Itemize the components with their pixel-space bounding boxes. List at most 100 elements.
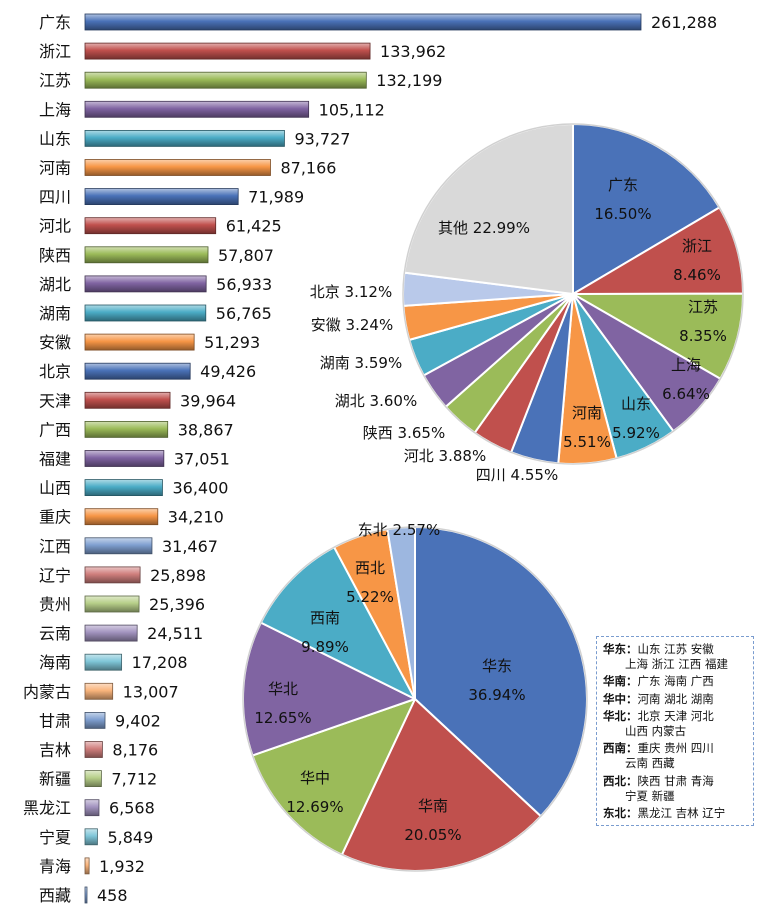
category-label: 河南 (39, 159, 71, 178)
pie-slice (414, 526, 588, 818)
legend-provinces: 山西 内蒙古 (625, 724, 687, 739)
slice-label: 西北 (355, 559, 385, 577)
category-label: 河北 (39, 217, 71, 236)
value-label: 34,210 (168, 508, 224, 527)
pie-slice (403, 123, 574, 295)
value-label: 7,712 (111, 770, 157, 789)
region-pie-chart: 华东 36.94% 华南 20.05% 华中 12.69% 华北 12.65% 西南 9.89% 西… (242, 521, 588, 872)
legend-provinces: 河南 湖北 湖南 (637, 691, 714, 706)
bar (84, 420, 169, 438)
slice-value-label: 16.50% (594, 205, 651, 223)
category-label: 新疆 (39, 770, 71, 789)
value-label: 49,426 (200, 362, 256, 381)
bar (84, 362, 191, 380)
bar (84, 682, 114, 700)
bar (84, 741, 103, 758)
region-legend: 华东：山东 江苏 安徽 上海 浙江 江西 福建 华南：广东 海南 广西 华中：河南 湖… (596, 636, 754, 826)
category-label: 广西 (39, 420, 71, 439)
legend-region: 华中： (603, 691, 638, 706)
category-label: 广东 (39, 13, 71, 32)
bar (84, 129, 285, 147)
bar (84, 595, 140, 613)
slice-label: 山东 (621, 395, 651, 413)
legend-entry: 东北：黑龙江 吉林 辽宁 (603, 806, 749, 821)
pie-rim (242, 526, 588, 872)
value-label: 39,964 (180, 391, 236, 410)
value-label: 87,166 (280, 159, 336, 178)
bar (84, 799, 100, 817)
bar (84, 886, 88, 904)
bar (84, 508, 159, 526)
value-label: 8,176 (112, 741, 158, 760)
province-pie-chart: 广东 16.50% 浙江 8.46% 江苏 8.35% 上海 6.64% 山东 5.92% 河南 5.… (310, 123, 745, 484)
value-label: 61,425 (226, 217, 282, 236)
bar (84, 333, 195, 351)
bar (84, 217, 217, 235)
value-label: 17,208 (132, 653, 188, 672)
bar (84, 828, 98, 846)
legend-region: 东北： (603, 806, 638, 821)
bar (84, 71, 367, 89)
legend-entry: 华东：山东 江苏 安徽 上海 浙江 江西 福建 (603, 642, 749, 672)
bar (84, 275, 207, 293)
category-label: 辽宁 (39, 566, 71, 585)
value-label: 36,400 (172, 479, 228, 498)
legend-entry: 西南：重庆 贵州 四川 云南 西藏 (603, 741, 749, 771)
category-label: 安徽 (39, 333, 71, 352)
value-label: 105,112 (319, 100, 385, 119)
legend-provinces: 宁夏 新疆 (625, 788, 675, 803)
slice-label: 湖南 3.59% (320, 354, 402, 372)
legend-entry: 华北：北京 天津 河北 山西 内蒙古 (603, 709, 749, 739)
slice-value-label: 8.46% (673, 266, 721, 284)
value-label: 93,727 (294, 129, 350, 148)
category-label: 宁夏 (39, 828, 71, 847)
bar (84, 857, 90, 875)
slice-label: 陕西 3.65% (363, 424, 445, 442)
legend-provinces: 广东 海南 广西 (637, 674, 714, 689)
slice-value-label: 9.89% (301, 638, 349, 656)
category-label: 陕西 (39, 246, 71, 265)
category-label: 湖南 (39, 304, 71, 323)
slice-label: 北京 3.12% (310, 283, 392, 301)
slice-label: 华北 (268, 680, 298, 698)
legend-provinces: 陕西 甘肃 青海 (637, 773, 714, 788)
bar (84, 712, 106, 729)
legend-region: 华东： (603, 642, 638, 656)
category-label: 内蒙古 (23, 682, 71, 701)
value-label: 31,467 (162, 537, 218, 556)
slice-value-label: 8.35% (679, 327, 727, 345)
slice-label: 安徽 3.24% (311, 316, 393, 334)
slice-value-label: 6.64% (662, 385, 710, 403)
value-label: 5,849 (107, 828, 153, 847)
category-label: 重庆 (39, 508, 71, 527)
pie-slice (340, 698, 542, 872)
value-label: 13,007 (123, 682, 179, 701)
legend-entry: 西北：陕西 甘肃 青海 宁夏 新疆 (603, 774, 749, 804)
value-label: 56,765 (216, 304, 272, 323)
legend-provinces: 北京 天津 河北 (637, 708, 714, 723)
value-label: 25,396 (149, 595, 205, 614)
slice-label: 河南 (572, 404, 602, 422)
legend-provinces: 上海 浙江 江西 福建 (625, 657, 728, 672)
pie-rim (402, 123, 744, 465)
slice-value-label: 20.05% (404, 826, 461, 844)
bar (84, 653, 123, 671)
slice-value-label: 12.69% (286, 798, 343, 816)
category-label: 江西 (39, 537, 71, 556)
bar (84, 159, 271, 176)
legend-region: 西北： (603, 773, 638, 788)
pie-slice (242, 621, 416, 757)
value-label: 1,932 (99, 857, 145, 876)
value-label: 133,962 (380, 42, 446, 61)
pie-slice (259, 546, 416, 700)
value-label: 51,293 (204, 333, 260, 352)
category-label: 福建 (39, 450, 71, 469)
legend-provinces: 山东 江苏 安徽 (637, 642, 714, 656)
slice-value-label: 12.65% (254, 709, 311, 727)
pie-slice (386, 526, 416, 700)
value-label: 57,807 (218, 246, 274, 265)
slice-label: 河北 3.88% (404, 447, 486, 465)
slice-label: 上海 (671, 356, 701, 374)
category-label: 青海 (39, 857, 71, 876)
value-label: 24,511 (147, 624, 203, 643)
